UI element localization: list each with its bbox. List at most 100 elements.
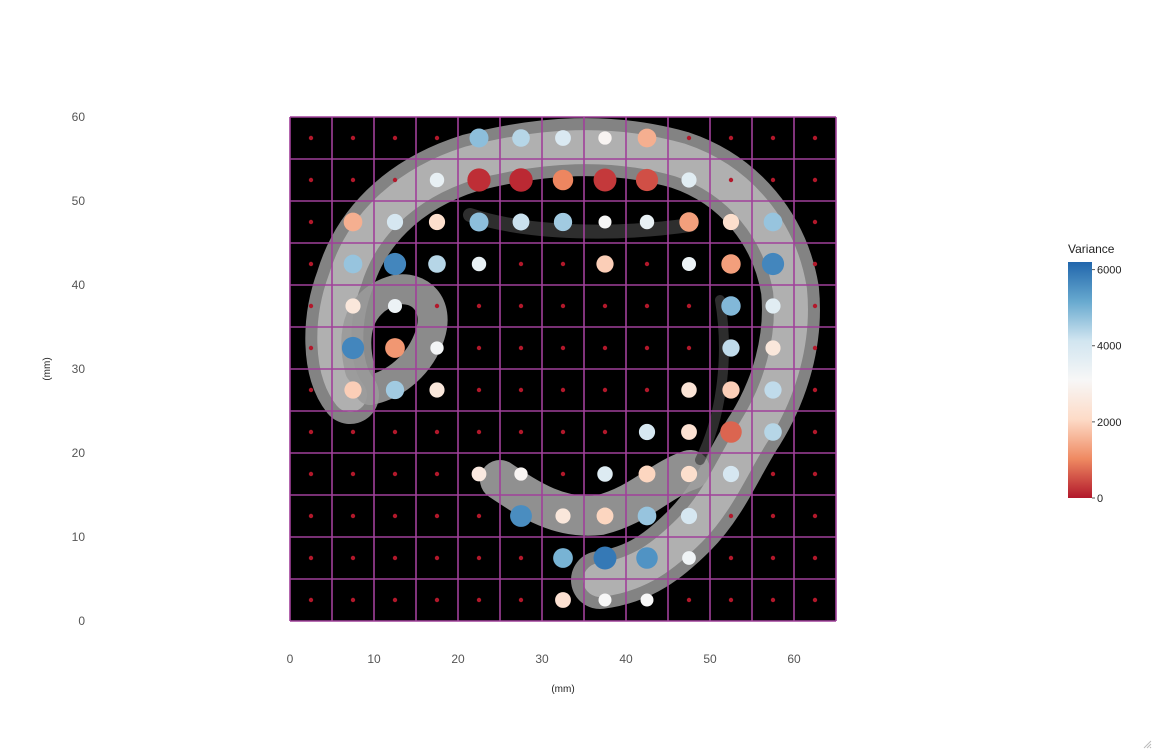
data-point [598,131,612,145]
data-point [728,555,734,561]
data-point [343,254,363,274]
data-point [509,168,533,192]
data-point [640,593,654,607]
data-point [812,429,818,435]
x-tick-label: 50 [703,652,717,666]
data-point [812,303,818,309]
x-tick-label: 40 [619,652,633,666]
data-point [680,507,698,525]
data-point [434,513,440,519]
data-point [637,506,657,526]
y-tick-label: 30 [72,362,86,376]
data-point [428,255,446,273]
data-point [308,429,314,435]
data-point [429,172,445,188]
data-point [560,261,566,267]
data-point [602,345,608,351]
data-point [598,215,612,229]
data-point [385,380,405,400]
data-point [553,212,573,232]
data-point [593,168,617,192]
data-point [770,135,776,141]
data-point [308,513,314,519]
data-point [434,303,440,309]
data-point [350,429,356,435]
x-axis-label: (mm) [551,684,574,695]
data-point [392,597,398,603]
data-point [434,135,440,141]
data-point [812,177,818,183]
data-point [350,513,356,519]
grid-lines [289,116,837,622]
data-point [593,546,617,570]
data-point [635,168,659,192]
data-point [638,465,656,483]
data-point [763,212,783,232]
data-point [636,547,658,569]
resize-grip-icon[interactable] [1142,739,1152,749]
data-point [308,219,314,225]
data-point [476,513,482,519]
data-point [392,513,398,519]
data-point [596,255,614,273]
data-point [392,429,398,435]
data-point [722,381,740,399]
data-point [644,387,650,393]
data-point [469,128,489,148]
data-point [308,303,314,309]
data-point [765,298,781,314]
data-point [344,381,362,399]
data-point [350,135,356,141]
data-point [467,168,491,192]
data-point [644,261,650,267]
data-point [560,429,566,435]
data-point [392,471,398,477]
y-tick-label: 60 [72,110,86,124]
data-point [597,466,613,482]
data-point [686,345,692,351]
data-point [720,421,742,443]
data-point [721,296,741,316]
data-point [510,505,532,527]
data-point [434,471,440,477]
data-point [308,597,314,603]
data-point [518,555,524,561]
colorbar-tick-label: 2000 [1097,417,1121,429]
data-point [434,555,440,561]
data-point [681,382,697,398]
data-point [560,471,566,477]
data-point [686,135,692,141]
data-point [430,341,444,355]
data-point [728,513,734,519]
data-point [476,555,482,561]
data-point [518,597,524,603]
data-point [350,597,356,603]
colorbar-ticks: 0 2000 4000 6000 [1092,265,1121,505]
data-point [681,172,697,188]
data-point [512,129,530,147]
data-point [560,387,566,393]
data-point [512,213,530,231]
data-point [638,423,656,441]
data-point [434,429,440,435]
data-point [518,261,524,267]
data-point [428,213,446,231]
data-point [602,429,608,435]
data-point [308,471,314,477]
data-point [812,513,818,519]
data-point [602,303,608,309]
data-point [553,548,573,568]
data-point [385,338,405,358]
data-point [518,345,524,351]
data-point [308,387,314,393]
data-point [812,597,818,603]
data-point [350,555,356,561]
data-point [471,466,487,482]
colorbar-legend: Variance 0 2000 4000 6000 [1068,242,1121,505]
data-point [387,298,403,314]
data-point [471,256,487,272]
data-point [602,387,608,393]
data-point [476,345,482,351]
data-point [518,429,524,435]
